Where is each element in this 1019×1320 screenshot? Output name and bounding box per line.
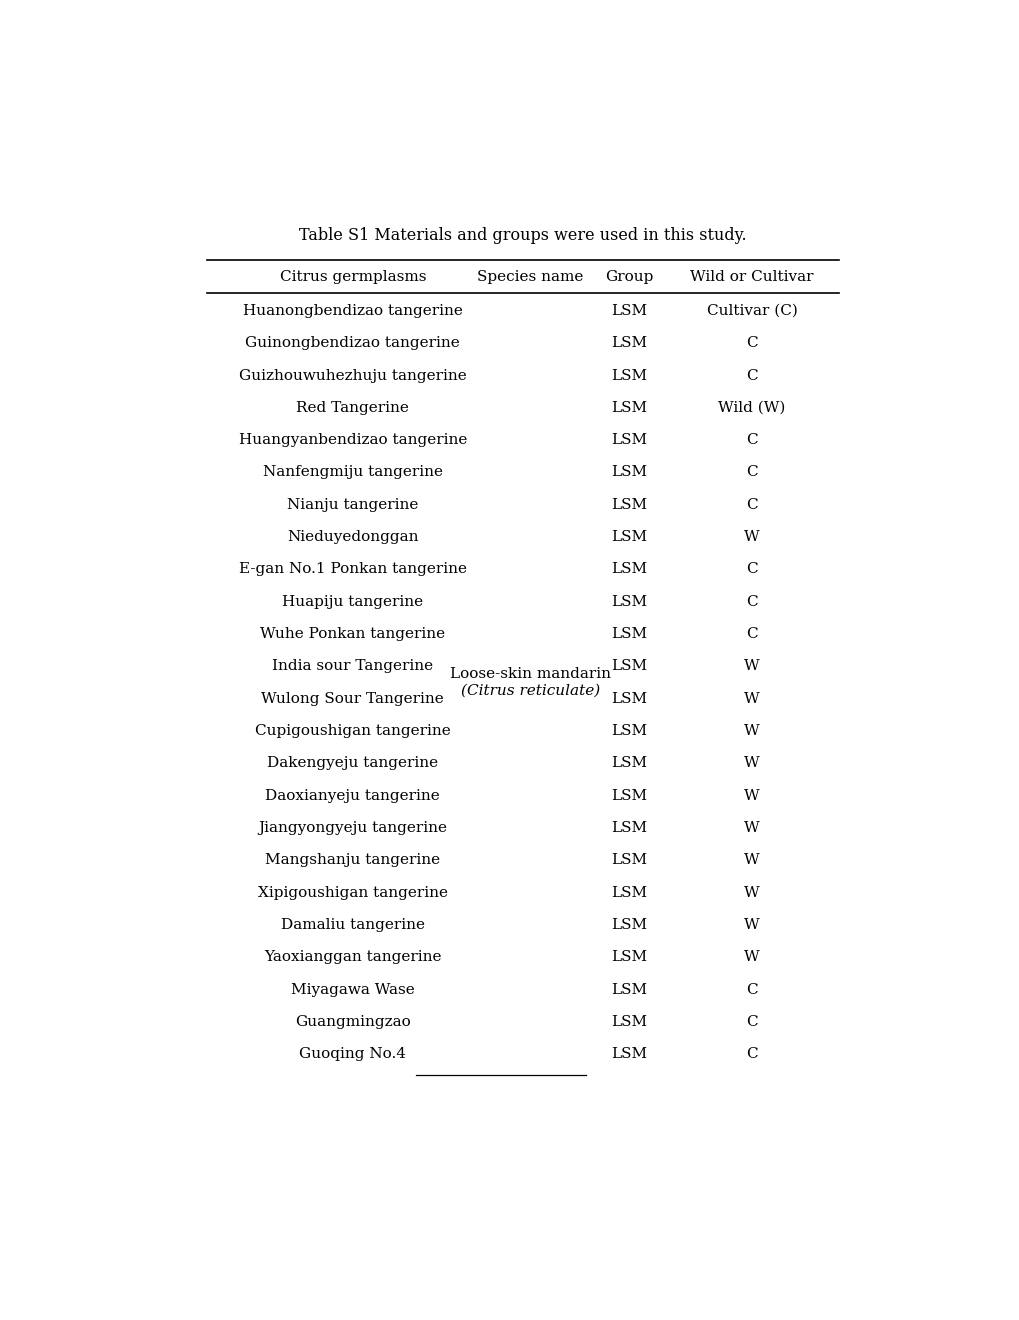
- Text: LSM: LSM: [610, 788, 647, 803]
- Text: Dakengyeju tangerine: Dakengyeju tangerine: [267, 756, 438, 771]
- Text: Mangshanju tangerine: Mangshanju tangerine: [265, 853, 440, 867]
- Text: C: C: [746, 562, 757, 577]
- Text: W: W: [744, 950, 759, 965]
- Text: Wild or Cultivar: Wild or Cultivar: [690, 271, 813, 284]
- Text: E-gan No.1 Ponkan tangerine: E-gan No.1 Ponkan tangerine: [238, 562, 467, 577]
- Text: LSM: LSM: [610, 982, 647, 997]
- Text: C: C: [746, 982, 757, 997]
- Text: C: C: [746, 627, 757, 642]
- Text: (Citrus reticulate): (Citrus reticulate): [461, 684, 600, 698]
- Text: Species name: Species name: [477, 271, 583, 284]
- Text: C: C: [746, 595, 757, 609]
- Text: LSM: LSM: [610, 433, 647, 447]
- Text: Cupigoushigan tangerine: Cupigoushigan tangerine: [255, 725, 450, 738]
- Text: W: W: [744, 788, 759, 803]
- Text: Group: Group: [604, 271, 653, 284]
- Text: Huapiju tangerine: Huapiju tangerine: [282, 595, 423, 609]
- Text: Wulong Sour Tangerine: Wulong Sour Tangerine: [261, 692, 443, 706]
- Text: Jiangyongyeju tangerine: Jiangyongyeju tangerine: [258, 821, 447, 836]
- Text: LSM: LSM: [610, 853, 647, 867]
- Text: Citrus germplasms: Citrus germplasms: [279, 271, 426, 284]
- Text: Table S1 Materials and groups were used in this study.: Table S1 Materials and groups were used …: [299, 227, 746, 244]
- Text: Guizhouwuhezhuju tangerine: Guizhouwuhezhuju tangerine: [238, 368, 467, 383]
- Text: W: W: [744, 917, 759, 932]
- Text: LSM: LSM: [610, 725, 647, 738]
- Text: LSM: LSM: [610, 562, 647, 577]
- Text: Loose-skin mandarin: Loose-skin mandarin: [449, 668, 610, 681]
- Text: LSM: LSM: [610, 692, 647, 706]
- Text: W: W: [744, 660, 759, 673]
- Text: LSM: LSM: [610, 368, 647, 383]
- Text: Daoxianyeju tangerine: Daoxianyeju tangerine: [265, 788, 440, 803]
- Text: Yaoxianggan tangerine: Yaoxianggan tangerine: [264, 950, 441, 965]
- Text: Nieduyedonggan: Nieduyedonggan: [286, 531, 418, 544]
- Text: LSM: LSM: [610, 304, 647, 318]
- Text: Huangyanbendizao tangerine: Huangyanbendizao tangerine: [238, 433, 467, 447]
- Text: Red Tangerine: Red Tangerine: [297, 401, 409, 414]
- Text: LSM: LSM: [610, 756, 647, 771]
- Text: W: W: [744, 725, 759, 738]
- Text: Nanfengmiju tangerine: Nanfengmiju tangerine: [263, 466, 442, 479]
- Text: Miyagawa Wase: Miyagawa Wase: [290, 982, 415, 997]
- Text: LSM: LSM: [610, 886, 647, 900]
- Text: Huanongbendizao tangerine: Huanongbendizao tangerine: [243, 304, 463, 318]
- Text: Cultivar (C): Cultivar (C): [706, 304, 797, 318]
- Text: LSM: LSM: [610, 531, 647, 544]
- Text: W: W: [744, 531, 759, 544]
- Text: W: W: [744, 821, 759, 836]
- Text: Damaliu tangerine: Damaliu tangerine: [280, 917, 424, 932]
- Text: Guangmingzao: Guangmingzao: [294, 1015, 411, 1028]
- Text: LSM: LSM: [610, 401, 647, 414]
- Text: C: C: [746, 337, 757, 350]
- Text: W: W: [744, 853, 759, 867]
- Text: W: W: [744, 756, 759, 771]
- Text: Wild (W): Wild (W): [717, 401, 785, 414]
- Text: LSM: LSM: [610, 950, 647, 965]
- Text: C: C: [746, 1015, 757, 1028]
- Text: C: C: [746, 433, 757, 447]
- Text: India sour Tangerine: India sour Tangerine: [272, 660, 433, 673]
- Text: Guoqing No.4: Guoqing No.4: [299, 1047, 406, 1061]
- Text: LSM: LSM: [610, 466, 647, 479]
- Text: C: C: [746, 368, 757, 383]
- Text: W: W: [744, 886, 759, 900]
- Text: LSM: LSM: [610, 1047, 647, 1061]
- Text: LSM: LSM: [610, 595, 647, 609]
- Text: LSM: LSM: [610, 627, 647, 642]
- Text: Guinongbendizao tangerine: Guinongbendizao tangerine: [246, 337, 460, 350]
- Text: C: C: [746, 1047, 757, 1061]
- Text: LSM: LSM: [610, 1015, 647, 1028]
- Text: LSM: LSM: [610, 337, 647, 350]
- Text: LSM: LSM: [610, 660, 647, 673]
- Text: C: C: [746, 466, 757, 479]
- Text: W: W: [744, 692, 759, 706]
- Text: LSM: LSM: [610, 821, 647, 836]
- Text: LSM: LSM: [610, 498, 647, 512]
- Text: Nianju tangerine: Nianju tangerine: [286, 498, 418, 512]
- Text: Wuhe Ponkan tangerine: Wuhe Ponkan tangerine: [260, 627, 445, 642]
- Text: Xipigoushigan tangerine: Xipigoushigan tangerine: [258, 886, 447, 900]
- Text: C: C: [746, 498, 757, 512]
- Text: LSM: LSM: [610, 917, 647, 932]
